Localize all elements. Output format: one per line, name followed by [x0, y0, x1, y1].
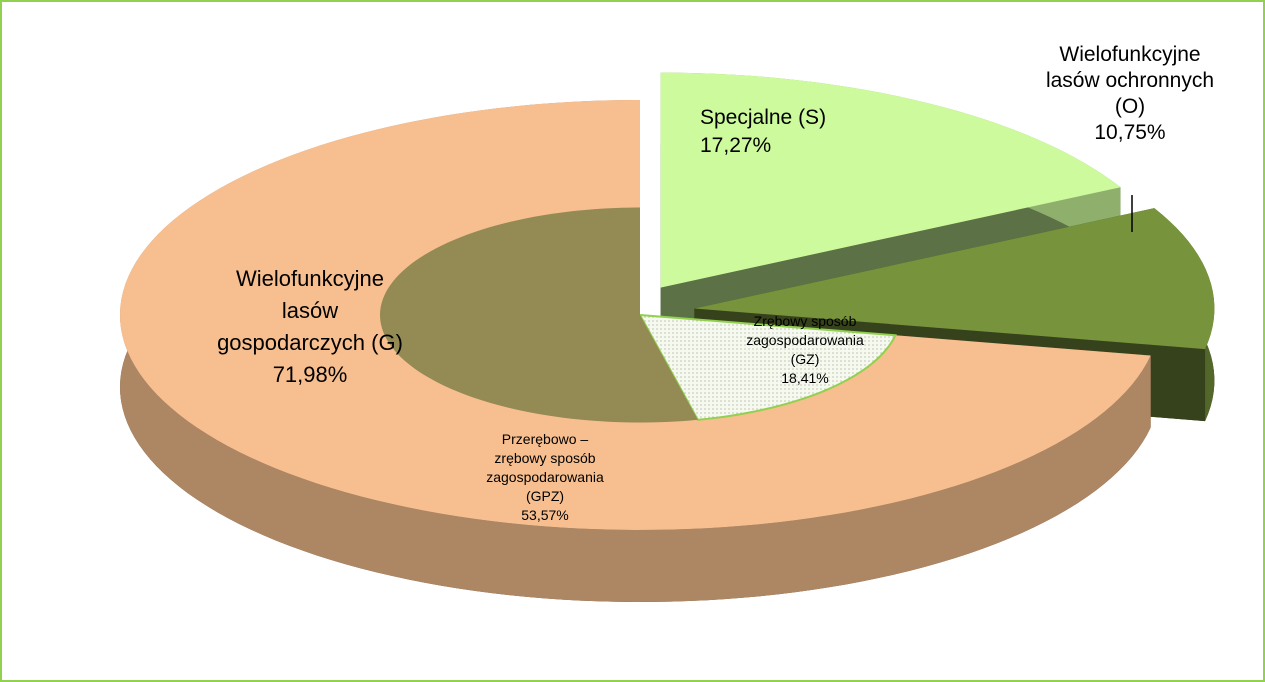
label-line: lasów ochronnych — [1046, 69, 1214, 92]
sub-slice — [638, 313, 897, 421]
value-label: 18,41% — [781, 370, 828, 386]
label-line: Specjalne (S) — [700, 106, 826, 129]
sub-slice — [380, 207, 698, 423]
value-label: 53,57% — [521, 507, 568, 523]
data-label: Zrębowy sposób zagospodarowania (GZ) 18,41% — [746, 313, 864, 386]
label-line: Zrębowy sposób — [754, 313, 857, 329]
data-label: Wielofunkcyjne lasów gospodarczych (G) 71,9… — [217, 266, 403, 387]
label-line: lasów — [282, 298, 338, 323]
label-line: Przerębowo – — [502, 431, 589, 447]
label-line: (GPZ) — [526, 488, 564, 504]
value-label: 10,75% — [1094, 121, 1165, 144]
value-label: 17,27% — [700, 134, 771, 157]
data-label: Specjalne (S) 17,27% — [700, 106, 826, 157]
label-line: (GZ) — [791, 351, 820, 367]
pie-slice — [660, 72, 1121, 288]
label-line: (O) — [1115, 95, 1145, 118]
data-label: Przerębowo – zrębowy sposób zagospodarowan… — [486, 431, 604, 523]
label-line: zagospodarowania — [486, 469, 604, 485]
label-line: gospodarczych (G) — [217, 330, 403, 355]
label-line: zrębowy sposób — [494, 450, 595, 466]
data-label: Wielofunkcyjne lasów ochronnych (O) 10,75% — [1046, 43, 1214, 144]
label-line: zagospodarowania — [746, 332, 864, 348]
label-line: Wielofunkcyjne — [1059, 43, 1200, 66]
label-line: Wielofunkcyjne — [236, 266, 384, 291]
value-label: 71,98% — [273, 362, 348, 387]
pie-slice — [694, 208, 1215, 350]
